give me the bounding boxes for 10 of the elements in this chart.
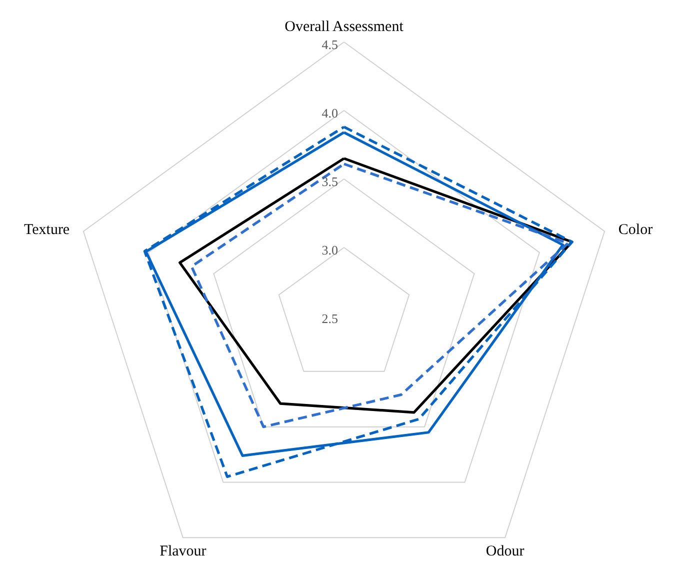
spoke-label: Overall Assessment <box>284 18 404 35</box>
spoke-label: Color <box>618 222 653 238</box>
y-tick-label: 4.5 <box>322 37 338 52</box>
spoke-label: Texture <box>24 222 70 238</box>
y-tick-label: 3.5 <box>322 174 338 189</box>
y-tick-label: 2.5 <box>322 311 338 326</box>
spoke-label: Flavour <box>160 544 206 560</box>
y-tick-label: 4.0 <box>322 106 338 120</box>
y-tick-label: 3.0 <box>322 242 338 258</box>
spoke-label: Odour <box>486 544 524 560</box>
